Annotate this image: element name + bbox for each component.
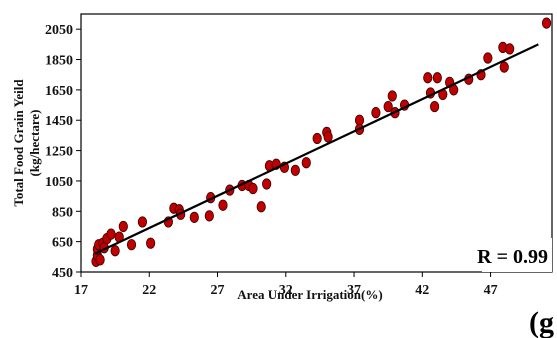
data-point	[387, 90, 397, 102]
x-tick-label: 37	[347, 283, 361, 298]
trendline-layer	[94, 43, 539, 255]
y-tick-label: 650	[52, 236, 73, 251]
x-tick-label: 17	[74, 283, 88, 298]
x-axis-title: Area Under Irrigation(%)	[237, 287, 382, 302]
data-point	[371, 107, 381, 119]
x-tick-label: 47	[484, 283, 498, 298]
data-point	[541, 17, 552, 29]
data-point	[301, 157, 311, 169]
data-point	[312, 132, 322, 145]
x-tick-label: 27	[211, 283, 225, 298]
r-annotation: R = 0.99	[477, 246, 548, 268]
r-annotation-box	[482, 238, 552, 272]
data-point	[189, 211, 199, 223]
data-point	[146, 237, 156, 249]
data-point	[126, 239, 137, 251]
data-point	[95, 254, 105, 266]
y-axis-title-line1: Total Food Grain Yeild	[11, 79, 26, 207]
data-point	[429, 100, 440, 113]
data-point	[118, 220, 128, 233]
data-point	[110, 245, 120, 257]
data-point	[137, 216, 148, 228]
y-tick-label: 850	[52, 205, 73, 220]
x-axis-ticks: 17 22 27 32 37 42 47	[74, 272, 498, 298]
data-point	[383, 100, 393, 113]
data-point	[505, 43, 515, 55]
y-tick-label: 1250	[45, 145, 73, 160]
data-point	[290, 164, 300, 176]
y-tick-label: 450	[52, 266, 73, 281]
panel-label: (g	[529, 306, 554, 338]
y-axis-title-line2: (kg/hectare)	[27, 110, 42, 177]
y-axis-ticks: 2050 1850 1650 1450 1250 1050 850 650 450	[45, 23, 81, 281]
data-point	[262, 178, 272, 190]
y-tick-label: 2050	[45, 23, 73, 38]
data-point	[106, 228, 116, 240]
data-point	[499, 61, 509, 73]
data-points	[91, 17, 552, 267]
x-tick-label: 22	[142, 283, 156, 298]
y-tick-label: 1850	[45, 54, 73, 69]
y-tick-label: 1450	[45, 114, 73, 129]
plot-frame	[80, 13, 553, 273]
trendline	[94, 43, 539, 255]
y-tick-label: 1050	[45, 175, 73, 190]
x-tick-label: 42	[415, 283, 429, 298]
data-point	[423, 72, 433, 84]
data-point	[248, 182, 258, 195]
data-point	[218, 199, 228, 211]
data-point	[432, 72, 442, 84]
data-point	[323, 131, 333, 143]
x-tick-label: 32	[279, 283, 293, 298]
y-tick-label: 1650	[45, 84, 73, 99]
data-point	[256, 201, 266, 213]
data-point	[204, 210, 214, 222]
data-point	[483, 52, 493, 64]
